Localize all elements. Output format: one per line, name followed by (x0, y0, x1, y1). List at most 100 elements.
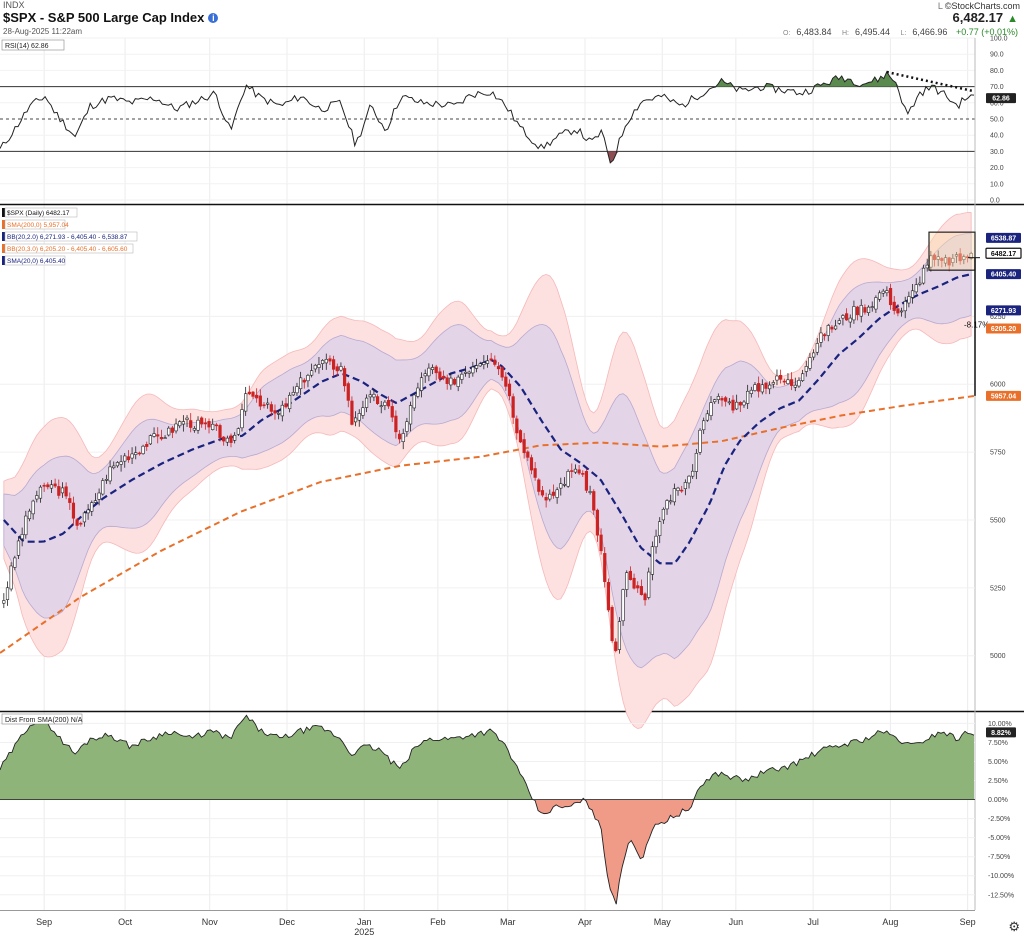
candle (969, 252, 973, 259)
candle (888, 288, 893, 306)
legend-swatch (2, 208, 5, 217)
legend-box (4, 255, 66, 266)
candle (203, 422, 207, 425)
candle (914, 284, 918, 293)
candle (698, 429, 702, 453)
candle (533, 468, 537, 478)
candle (397, 433, 402, 440)
dist-line (0, 714, 975, 905)
rsi-value-label: 62.86 (992, 96, 1010, 103)
candle (277, 413, 281, 415)
candle (764, 382, 768, 389)
candle (716, 396, 720, 400)
candle (588, 491, 592, 493)
candle (819, 332, 823, 343)
settings-gear-icon[interactable]: ⚙ (1008, 919, 1020, 934)
candle (515, 418, 519, 434)
candle (68, 498, 72, 503)
candle (790, 379, 794, 386)
candle (855, 306, 860, 316)
price-legend-2: BB(20,2.0) 6,271.93 - 6,405.40 - 6,538.8… (7, 234, 128, 241)
change-value: +0.77 (+0.01%) (955, 27, 1018, 37)
candle (918, 282, 922, 285)
candle (647, 571, 651, 598)
candle (460, 373, 464, 380)
candle (654, 535, 658, 548)
candle (255, 394, 259, 399)
rsi-y-tick: 70.0 (990, 84, 1004, 91)
candle (797, 380, 801, 387)
high-value: 6,495.44 (854, 27, 891, 37)
candle (317, 364, 321, 368)
rsi-y-tick: 80.0 (990, 68, 1004, 75)
candle (93, 500, 98, 503)
candle (126, 456, 131, 461)
candle (881, 290, 885, 294)
candle (680, 489, 684, 492)
candle (189, 420, 193, 428)
up-arrow-icon: ▲ (1007, 13, 1018, 25)
candle (581, 473, 585, 475)
candle (921, 267, 926, 284)
candle (324, 358, 328, 364)
candle (812, 352, 816, 358)
candle (603, 553, 607, 582)
dist-negative-area (0, 799, 974, 905)
candle (310, 370, 314, 376)
candle (595, 509, 600, 536)
dist-y-tick: -7.50% (988, 854, 1010, 861)
dist-y-tick: 10.00% (988, 721, 1012, 728)
candle (262, 404, 266, 407)
candle (214, 424, 218, 427)
candle (526, 451, 530, 458)
candle (511, 396, 515, 418)
candle (200, 417, 204, 425)
candle (643, 593, 647, 601)
candle (266, 402, 270, 405)
candle (566, 471, 570, 487)
candle (79, 522, 83, 525)
candle (16, 540, 21, 556)
candle (273, 410, 277, 414)
candle (650, 546, 654, 575)
rsi-legend-box (1, 39, 65, 51)
open-label: O: (783, 30, 791, 37)
candle (592, 491, 596, 511)
candle (332, 359, 336, 370)
logo-text: ©StockCharts.com (944, 1, 1020, 11)
candle (321, 360, 325, 364)
candle (163, 437, 167, 439)
candle (866, 306, 871, 313)
rsi-y-tick: 10.0 (990, 181, 1004, 188)
candle (130, 453, 134, 459)
price-tag-label: 6405.40 (991, 272, 1016, 279)
candle (493, 359, 497, 365)
candle (335, 366, 339, 372)
candle (687, 475, 691, 484)
candle (599, 534, 603, 552)
candle (753, 384, 757, 391)
candle (614, 641, 618, 651)
x-tick-label-sep: Sep (36, 917, 52, 927)
candle (196, 419, 200, 431)
candle (97, 492, 101, 500)
candle (181, 421, 185, 425)
candle (20, 534, 24, 540)
candle (269, 404, 273, 412)
candle (793, 384, 797, 388)
x-tick-label-feb: Feb (430, 917, 446, 927)
candle (676, 487, 680, 492)
candle (694, 452, 698, 472)
candle (658, 521, 662, 536)
recent-range-box (928, 231, 976, 271)
candle (636, 585, 640, 589)
candle (211, 423, 215, 430)
candle (500, 367, 504, 378)
candle (529, 457, 534, 471)
info-icon[interactable]: i (208, 13, 219, 23)
candle (178, 421, 182, 427)
candle (53, 483, 57, 487)
candle (482, 362, 486, 365)
logo-prefix: L (937, 1, 943, 11)
